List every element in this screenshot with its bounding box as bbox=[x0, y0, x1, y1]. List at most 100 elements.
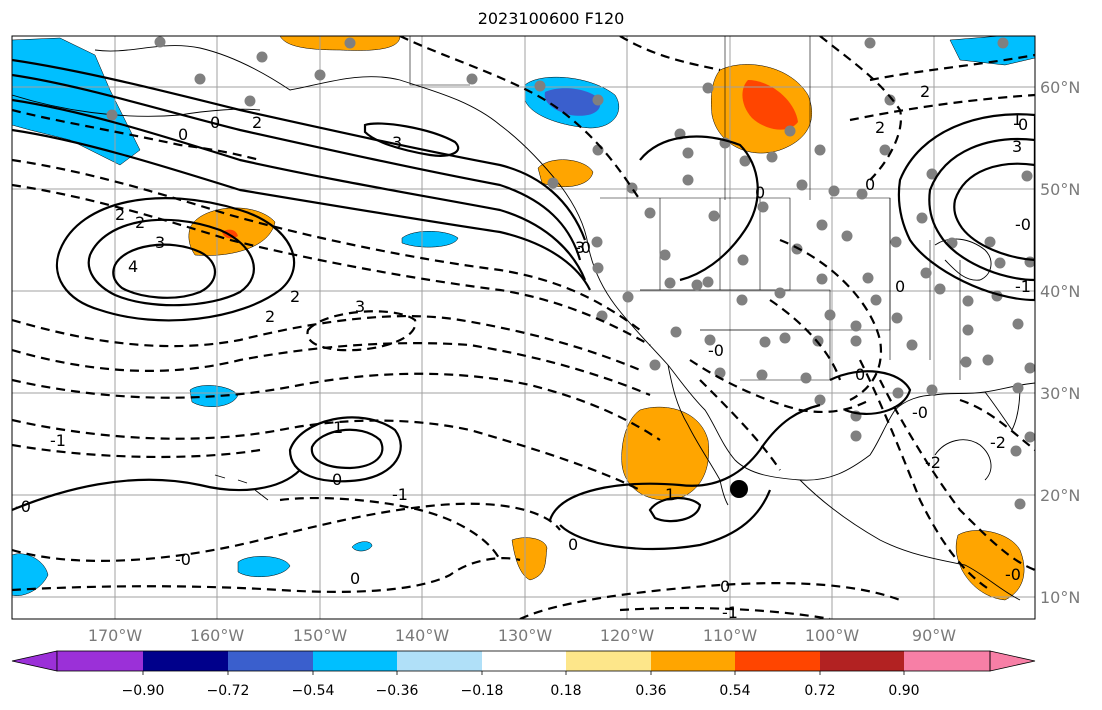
contour-0-gulf bbox=[829, 370, 912, 415]
contour-label: 0 bbox=[210, 113, 220, 132]
contour-label: 0 bbox=[865, 175, 875, 194]
contour-label: 2 bbox=[265, 307, 275, 326]
lon-label: 130°W bbox=[498, 626, 553, 645]
colorbar-segment bbox=[735, 651, 820, 671]
contour-label: 3 bbox=[1012, 137, 1022, 156]
contour-label: -0 bbox=[175, 550, 191, 569]
contour-high-east-1 bbox=[897, 113, 1035, 302]
contour-label: 2 bbox=[290, 287, 300, 306]
contour-label: 2 bbox=[252, 113, 262, 132]
colorbar-tick-label: 0.18 bbox=[550, 683, 581, 699]
contour-neg-13 bbox=[859, 359, 991, 591]
positive-shade-pacific-south bbox=[511, 537, 548, 581]
colorbar-extend-high bbox=[989, 650, 1036, 672]
contour-label: 0 bbox=[855, 365, 865, 384]
contour-label: 2 bbox=[135, 213, 145, 232]
coast-central-america bbox=[799, 479, 1021, 601]
coast-baja bbox=[667, 364, 729, 506]
contour-neg-14 bbox=[879, 379, 1035, 572]
contour-3-a bbox=[12, 98, 587, 281]
contour-neg-canada-east-2 bbox=[869, 53, 1035, 82]
contour-2-a bbox=[12, 58, 587, 241]
colorbar: −0.90 −0.72 −0.54 −0.36 −0.18 0.18 0.36 … bbox=[11, 650, 1036, 699]
contour-neg-mexico bbox=[689, 359, 871, 414]
negative-shade-ne bbox=[949, 36, 1035, 66]
contour-label: -1 bbox=[50, 431, 66, 450]
contour-label: -0 bbox=[575, 238, 591, 257]
contour-label: -2 bbox=[990, 433, 1006, 452]
lat-label: 10°N bbox=[1040, 588, 1080, 607]
colorbar-segment bbox=[904, 651, 990, 671]
colorbar-tick-label: 0.90 bbox=[888, 683, 919, 699]
contour-3-gulf bbox=[363, 122, 460, 157]
positive-shade-gulf-alaska-north bbox=[279, 36, 401, 51]
contour-2-b bbox=[12, 73, 582, 261]
contour-label: -1 bbox=[392, 485, 408, 504]
contour-label: 2 bbox=[920, 82, 930, 101]
contour-label: 3 bbox=[392, 133, 402, 152]
contour-neg-3 bbox=[12, 314, 641, 372]
colorbar-segment bbox=[651, 651, 735, 671]
colorbar-segment bbox=[228, 651, 313, 671]
contour-neg-6 bbox=[12, 418, 641, 491]
contour-label: 0 bbox=[755, 183, 765, 202]
colorbar-segment bbox=[482, 651, 566, 671]
contour-label: 2 bbox=[115, 205, 125, 224]
contour-label: 3 bbox=[575, 238, 585, 257]
contour-neg-north bbox=[399, 36, 641, 201]
colorbar-tick-label: −0.54 bbox=[292, 683, 335, 699]
aleutians bbox=[12, 94, 261, 117]
colorbar-segment bbox=[820, 651, 904, 671]
colorbar-tick-label: −0.36 bbox=[376, 683, 419, 699]
contour-neg-4 bbox=[12, 342, 651, 397]
lat-label: 50°N bbox=[1040, 180, 1080, 199]
contour-high-pacific-3 bbox=[112, 243, 216, 299]
contour-label: 1 bbox=[1012, 110, 1022, 129]
contour-0-canada bbox=[639, 135, 759, 282]
location-marker bbox=[730, 480, 748, 498]
latitude-labels: 60°N 50°N 40°N 30°N 20°N 10°N bbox=[1040, 78, 1080, 607]
map-frame bbox=[11, 35, 1036, 620]
contour-neg-5 bbox=[12, 372, 661, 441]
contour-neg-10 bbox=[12, 557, 521, 593]
colorbar-tick-label: −0.18 bbox=[461, 683, 504, 699]
contour-high-pacific-2 bbox=[87, 218, 255, 307]
map-title: 2023100600 F120 bbox=[477, 9, 625, 28]
lon-label: 100°W bbox=[805, 626, 860, 645]
contour-label: 3 bbox=[355, 297, 365, 316]
colorbar-extend-low bbox=[11, 650, 58, 672]
contour-neg-8 bbox=[306, 310, 417, 352]
contour-label: 0 bbox=[568, 535, 578, 554]
contour-1-pacific-inner bbox=[310, 428, 384, 470]
colorbar-segment bbox=[397, 651, 482, 671]
contour-neg-mexico-2 bbox=[699, 379, 781, 471]
map-panel: 2 2 3 4 2 2 3 3 0 0 1 0 -1 -0 -1 0 -0 0 … bbox=[12, 36, 1035, 619]
lon-label: 170°W bbox=[88, 626, 143, 645]
colorbar-tick-label: 0.54 bbox=[719, 683, 750, 699]
contour-label: 3 bbox=[155, 233, 165, 252]
contour-neg-plains-2 bbox=[769, 299, 842, 381]
contour-high-east-2 bbox=[928, 138, 1035, 282]
contour-label: -0 bbox=[1005, 565, 1021, 584]
negative-shade-bc-core bbox=[544, 88, 601, 116]
lon-label: 150°W bbox=[293, 626, 348, 645]
contour-label: 0 bbox=[720, 577, 730, 596]
contour-label: -0 bbox=[708, 341, 724, 360]
contour-0-hawaii bbox=[12, 469, 301, 512]
contour-neg-9 bbox=[12, 502, 561, 562]
contour-neg-plains bbox=[779, 238, 883, 401]
contour-neg-7 bbox=[12, 443, 261, 459]
colorbar-tick-label: −0.72 bbox=[207, 683, 250, 699]
contours-dashed bbox=[12, 36, 1035, 619]
contour-neg-15 bbox=[959, 398, 1035, 451]
contour-neg-16 bbox=[12, 108, 261, 162]
contour-0-mexico bbox=[548, 403, 821, 521]
contour-neg-hawaii bbox=[279, 496, 501, 561]
contour-0-mexico-2 bbox=[559, 489, 772, 550]
contour-label: 0 bbox=[1018, 115, 1028, 134]
coast-yucatan bbox=[934, 439, 992, 481]
lon-label: 90°W bbox=[912, 626, 956, 645]
colorbar-segment bbox=[143, 651, 228, 671]
colorbar-tick-label: 0.72 bbox=[804, 683, 835, 699]
